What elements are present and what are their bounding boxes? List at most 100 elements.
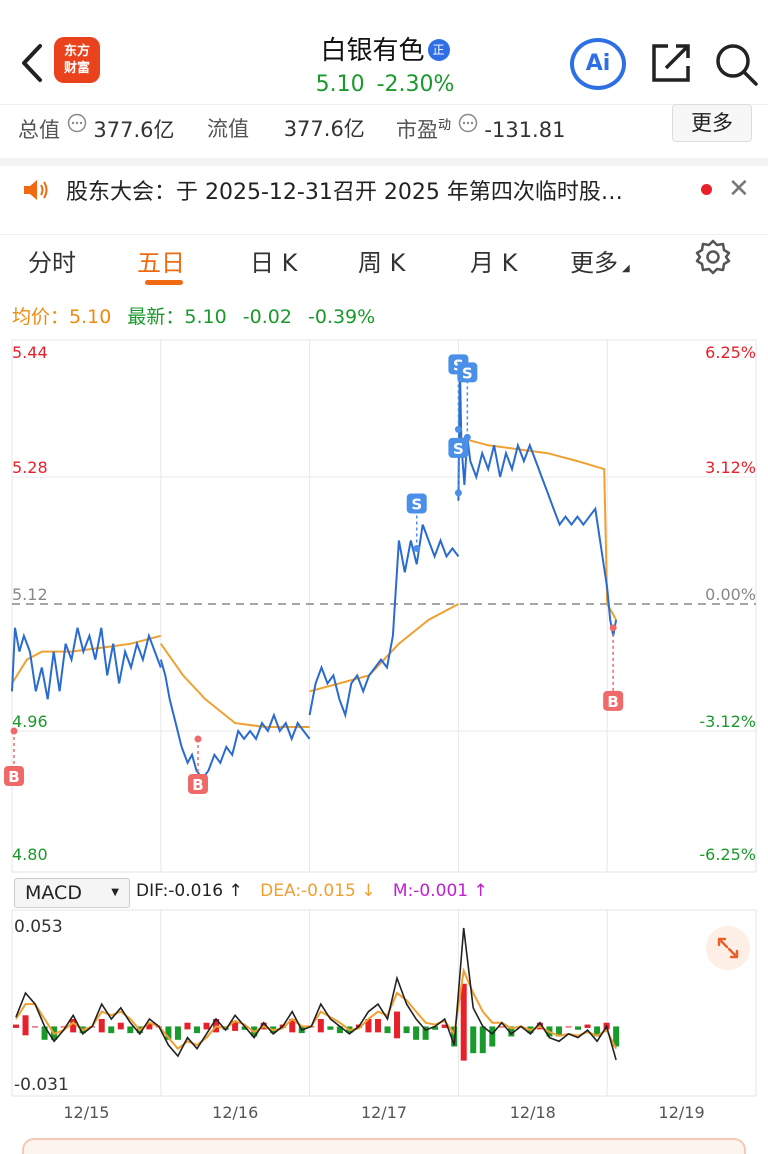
ai-button[interactable]: Ai: [570, 38, 626, 90]
latest-label: 最新：: [127, 306, 185, 328]
avg-price-line: [309, 603, 459, 693]
tab-more[interactable]: 更多 ◢: [570, 249, 630, 277]
macd-histogram-bar: [555, 1026, 562, 1037]
macd-histogram-bar: [127, 1026, 134, 1034]
info-dots-icon: [458, 113, 477, 133]
macd-histogram-bar: [32, 1026, 39, 1028]
active-tab-indicator: [145, 280, 183, 285]
y-tick-label-right: -3.12%: [699, 712, 756, 731]
price-info-line: 均价：5.10 最新：5.10 -0.02 -0.39%: [12, 302, 375, 329]
trade-marker-label: S: [453, 440, 464, 458]
trade-marker-label: S: [462, 364, 473, 382]
y-tick-label-right: 6.25%: [705, 343, 756, 362]
trade-marker-dot: [463, 433, 471, 441]
macd-histogram-bar: [289, 1019, 296, 1033]
macd-frame: [11, 909, 757, 1097]
back-arrow-icon[interactable]: [14, 40, 54, 86]
macd-histogram-bar: [165, 1026, 172, 1040]
m-value: M:-0.001 ↑: [392, 881, 488, 901]
five-day-price-chart[interactable]: 5.44 6.25% 5.28 3.12% 5.12 0.00% 4.96 -3.12% 4.8…: [0, 336, 768, 876]
expand-icon[interactable]: [706, 926, 750, 970]
trade-marker-badge: [4, 766, 24, 786]
share-icon[interactable]: [648, 40, 694, 86]
macd-histogram-bar: [317, 1019, 324, 1033]
chart-tabs: 分时 五日 日 K 周 K 月 K 更多 ◢: [0, 234, 768, 290]
notice-bar[interactable]: [0, 158, 768, 226]
macd-histogram-bar: [432, 1026, 439, 1030]
price-line: [11, 627, 162, 700]
date-label: 12/18: [510, 1103, 556, 1122]
notice-text[interactable]: 股东大会：于 2025-12-31召开 2025 年第四次临时股…: [66, 180, 623, 205]
more-stats-button[interactable]: 更多: [672, 104, 752, 142]
avg-price-label: 均价：: [12, 306, 70, 328]
macd-histogram-bar: [489, 1026, 496, 1047]
price-line: [308, 524, 460, 719]
macd-histogram-bar: [384, 1026, 391, 1034]
latest-value: 5.10: [184, 306, 227, 328]
macd-histogram-bar: [403, 1026, 410, 1034]
y-tick-label-left: 5.12: [12, 585, 48, 604]
price-line: [159, 659, 311, 781]
tab-five-day[interactable]: 五日: [137, 249, 185, 277]
macd-histogram-bar: [22, 1015, 29, 1036]
trade-marker-dot: [454, 425, 462, 433]
macd-histogram-bar: [60, 1026, 67, 1028]
dif-value: DIF:-0.016 ↑: [136, 881, 243, 901]
close-icon[interactable]: ✕: [728, 174, 750, 204]
bottom-action-bar[interactable]: [22, 1138, 746, 1154]
y-tick-label-left: 4.80: [12, 845, 48, 864]
trade-marker-dot: [609, 624, 617, 632]
search-icon[interactable]: [712, 40, 760, 88]
tab-weekly-k[interactable]: 周 K: [358, 249, 406, 277]
trade-marker-badge: [448, 437, 469, 458]
macd-histogram-bar: [508, 1026, 515, 1037]
indicator-selector[interactable]: MACD ▼: [14, 878, 130, 908]
macd-histogram-bar: [117, 1022, 124, 1030]
info-dots-icon: [67, 113, 86, 133]
macd-histogram-bar: [594, 1026, 601, 1037]
stock-name: 白银有色正: [250, 30, 520, 67]
macd-chart[interactable]: 0.053 -0.031 12/15 12/16 12/17 12/18 12/19: [0, 908, 768, 1130]
macd-histogram-bar: [13, 1024, 19, 1028]
chart-frame: [11, 339, 757, 873]
trade-marker-label: B: [607, 693, 618, 711]
macd-histogram-bar: [327, 1026, 334, 1030]
macd-histogram-bar: [241, 1026, 248, 1030]
trade-marker-badge: [457, 362, 478, 383]
macd-histogram-bar: [70, 1019, 77, 1033]
macd-histogram-bar: [365, 1019, 372, 1033]
macd-histogram-bar: [460, 983, 467, 1061]
speaker-icon: [24, 180, 48, 200]
macd-histogram-bar: [336, 1026, 343, 1034]
margin-badge: 正: [427, 39, 450, 61]
dif-line: [15, 927, 617, 1061]
gear-icon[interactable]: [694, 238, 732, 276]
date-label: 12/19: [659, 1103, 705, 1122]
trade-marker-dot: [10, 727, 18, 735]
unread-dot: [701, 184, 712, 195]
macd-histogram-bar: [374, 1019, 381, 1033]
trade-marker-badge: [603, 690, 624, 711]
avg-price-line: [11, 634, 162, 684]
tab-daily-k[interactable]: 日 K: [250, 249, 298, 277]
tab-intraday[interactable]: 分时: [28, 249, 76, 277]
macd-histogram-bar: [184, 1022, 191, 1030]
tab-monthly-k[interactable]: 月 K: [470, 249, 518, 277]
total-value: 总值 377.6亿: [18, 113, 175, 144]
latest-change-percent: -0.39%: [307, 306, 376, 328]
trade-marker-label: B: [8, 768, 19, 786]
trade-marker-badge: [406, 493, 427, 514]
date-label: 12/16: [212, 1103, 258, 1122]
change-percent: -2.30%: [376, 72, 455, 97]
price-line: [457, 365, 618, 636]
macd-tick-top: 0.053: [14, 917, 63, 937]
header-price: 5.10 -2.30%: [250, 72, 520, 97]
current-price: 5.10: [315, 72, 365, 97]
macd-histogram-bar: [470, 1026, 477, 1054]
y-tick-label-left: 4.96: [12, 712, 48, 731]
y-tick-label-left: 5.28: [12, 458, 48, 477]
macd-histogram-bar: [498, 1026, 505, 1028]
macd-histogram-bar: [613, 1026, 620, 1047]
date-label: 12/15: [63, 1103, 109, 1122]
avg-price-line: [159, 643, 310, 728]
